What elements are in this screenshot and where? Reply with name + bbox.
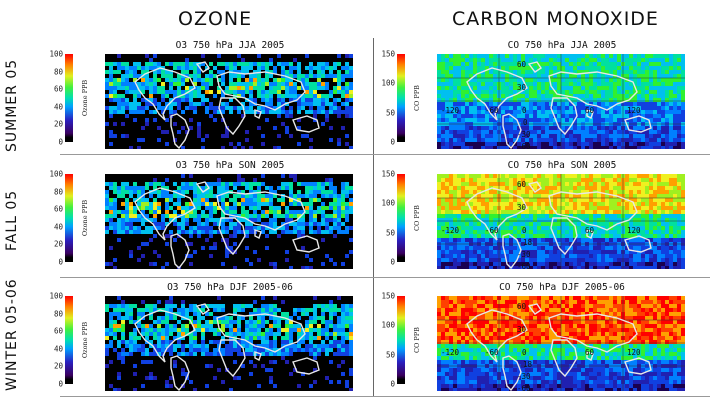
- colorbar: 150 100 50 0: [381, 50, 405, 147]
- co-map-panel: CO 750 hPa SON 2005 150 100 50 0 CO PPB 60 30 -1…: [377, 160, 687, 272]
- co-world-map: [437, 174, 685, 269]
- panel-title: O3 750 hPa SON 2005: [175, 160, 285, 171]
- co-world-map: [437, 54, 685, 149]
- graticule-label: -60: [517, 384, 531, 393]
- colorbar-tick: 60: [53, 84, 63, 94]
- ozone-map-panel: O3 750 hPa SON 2005 100 80 60 40 20 0 Ozone PPB: [45, 160, 355, 272]
- graticule-label: 18: [523, 360, 533, 369]
- graticule-label: 0: [522, 348, 527, 357]
- colorbar-tick: 100: [381, 198, 395, 208]
- graticule-label: -60: [485, 226, 499, 235]
- colorbar-tick: 20: [53, 361, 63, 371]
- colorbar-tick: 0: [58, 137, 63, 147]
- graticule-label: 60: [517, 302, 527, 311]
- graticule-label: 60: [517, 180, 527, 189]
- graticule-label: 18: [523, 238, 533, 247]
- co-world-map: [437, 296, 685, 391]
- row-divider: [60, 154, 710, 155]
- colorbar-tick: 20: [53, 239, 63, 249]
- colorbar: 100 80 60 40 20 0: [49, 170, 73, 267]
- graticule-label: -60: [517, 262, 531, 271]
- colorbar-tick: 0: [390, 257, 395, 267]
- colorbar-tick: 150: [381, 169, 395, 179]
- graticule-label: -60: [517, 142, 531, 151]
- ozone-column-title: OZONE: [178, 8, 253, 30]
- colorbar-tick: 100: [49, 49, 63, 59]
- colorbar-unit-label: Ozone PPB: [81, 79, 89, 117]
- ozone-world-map: [105, 296, 353, 391]
- graticule-label: 0: [522, 226, 527, 235]
- graticule-label: -120: [441, 106, 460, 115]
- ozone-world-map: [105, 54, 353, 149]
- graticule-label: 30: [517, 203, 527, 212]
- colorbar-tick: 150: [381, 291, 395, 301]
- graticule-label: -30: [517, 372, 531, 381]
- graticule-label: -120: [441, 348, 460, 357]
- graticule-label: -60: [485, 106, 499, 115]
- graticule-label: 120: [627, 226, 641, 235]
- graticule-label: -60: [485, 348, 499, 357]
- co-column-title: CARBON MONOXIDE: [452, 8, 659, 30]
- graticule-label: 60: [585, 348, 595, 357]
- graticule-label: 60: [517, 60, 527, 69]
- graticule-label: -30: [517, 250, 531, 259]
- graticule-label: -30: [517, 130, 531, 139]
- colorbar-unit-label: Ozone PPB: [81, 199, 89, 237]
- row-label-2: FALL 05: [4, 189, 20, 251]
- colorbar-tick: 50: [385, 350, 395, 360]
- graticule-label: 60: [585, 106, 595, 115]
- panel-title: O3 750 hPa JJA 2005: [175, 40, 285, 51]
- ozone-map-panel: O3 750 hPa DJF 2005-06 100 80 60 40 20 0 Ozone …: [45, 282, 355, 394]
- graticule-label: 60: [585, 226, 595, 235]
- colorbar-tick: 20: [53, 119, 63, 129]
- colorbar-unit-label: CO PPB: [413, 85, 421, 111]
- ozone-world-map: [105, 174, 353, 269]
- row-label-1: SUMMER 05: [4, 58, 20, 152]
- colorbar-tick: 40: [53, 344, 63, 354]
- colorbar-tick: 100: [381, 320, 395, 330]
- colorbar-unit-label: Ozone PPB: [81, 321, 89, 359]
- column-divider: [373, 38, 374, 396]
- colorbar-tick: 0: [58, 257, 63, 267]
- panel-title: CO 750 hPa DJF 2005-06: [499, 282, 625, 293]
- graticule-label: 120: [627, 106, 641, 115]
- colorbar-tick: 50: [385, 108, 395, 118]
- colorbar-tick: 150: [381, 49, 395, 59]
- colorbar-tick: 80: [53, 67, 63, 77]
- graticule-label: -120: [441, 226, 460, 235]
- colorbar-tick: 40: [53, 102, 63, 112]
- colorbar-tick: 0: [390, 379, 395, 389]
- graticule-label: 0: [523, 118, 528, 127]
- colorbar-tick: 80: [53, 187, 63, 197]
- co-map-panel: CO 750 hPa JJA 2005 150 100 50 0 CO PPB 60 30 -1…: [377, 40, 687, 152]
- panel-title: CO 750 hPa SON 2005: [507, 160, 617, 171]
- row-divider: [60, 277, 710, 278]
- colorbar-tick: 60: [53, 326, 63, 336]
- row-divider: [60, 396, 710, 397]
- colorbar-tick: 0: [390, 137, 395, 147]
- colorbar-tick: 50: [385, 228, 395, 238]
- panel-title: O3 750 hPa DJF 2005-06: [167, 282, 293, 293]
- colorbar-tick: 40: [53, 222, 63, 232]
- colorbar-tick: 100: [49, 169, 63, 179]
- co-map-panel: CO 750 hPa DJF 2005-06 150 100 50 0 CO PPB 60 3…: [377, 282, 687, 394]
- colorbar: 100 80 60 40 20 0: [49, 292, 73, 389]
- panel-title: CO 750 hPa JJA 2005: [507, 40, 617, 51]
- graticule-label: 120: [627, 348, 641, 357]
- colorbar-tick: 80: [53, 309, 63, 319]
- colorbar: 100 80 60 40 20 0: [49, 50, 73, 147]
- ozone-map-panel: O3 750 hPa JJA 2005 100 80 60 40 20 0 Ozone PPB: [45, 40, 355, 152]
- row-label-3: WINTER 05-06: [4, 278, 20, 392]
- graticule-label: 30: [517, 83, 527, 92]
- colorbar-tick: 100: [49, 291, 63, 301]
- colorbar-unit-label: CO PPB: [413, 205, 421, 231]
- colorbar-tick: 0: [58, 379, 63, 389]
- colorbar-tick: 60: [53, 204, 63, 214]
- colorbar-tick: 100: [381, 78, 395, 88]
- graticule-label: 0: [522, 106, 527, 115]
- colorbar-unit-label: CO PPB: [413, 327, 421, 353]
- graticule-label: 30: [517, 325, 527, 334]
- colorbar: 150 100 50 0: [381, 170, 405, 267]
- colorbar: 150 100 50 0: [381, 292, 405, 389]
